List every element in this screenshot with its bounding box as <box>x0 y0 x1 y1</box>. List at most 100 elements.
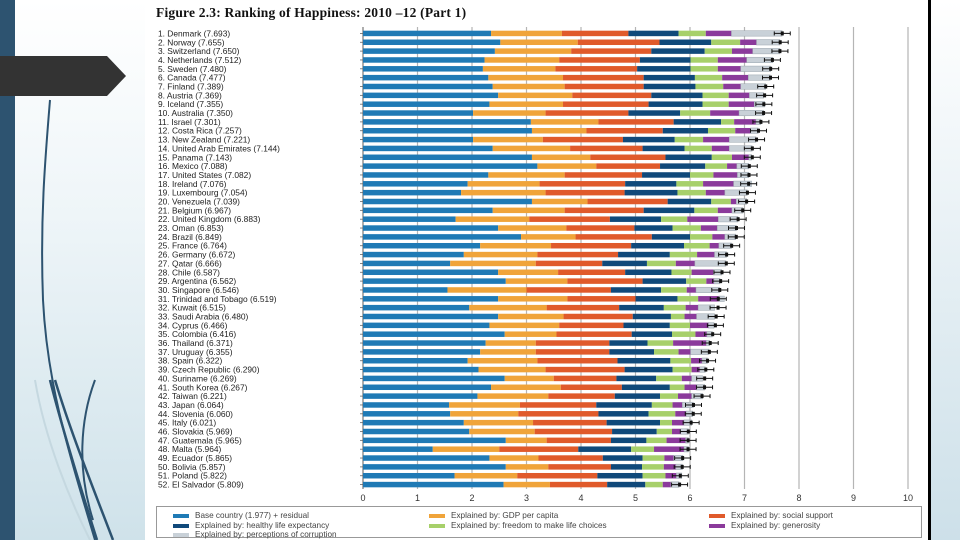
bar-segment-social <box>546 437 611 444</box>
bar-segment-health <box>628 110 681 116</box>
bar-segment-social <box>558 269 626 276</box>
bar-segment-generosity <box>687 216 719 222</box>
bar-segment-gdp <box>463 419 534 426</box>
bar-segment-base <box>363 331 505 337</box>
bar-segment-base <box>363 402 450 408</box>
legend-label: Explained by: GDP per capita <box>451 511 559 520</box>
bar-segment-freedom <box>694 207 718 214</box>
row-labels-layer: 1. Denmark (7.693)2. Norway (7.655)3. Sw… <box>158 28 280 489</box>
bar-segment-social <box>534 428 613 435</box>
bar-segment-gdp <box>492 83 565 90</box>
bar-segment-freedom <box>656 428 673 435</box>
country-label: 5. Sweden (7.480) <box>158 64 227 74</box>
bar-segment-base <box>363 472 455 479</box>
bar-segment-gdp <box>504 375 554 382</box>
bar-segment-freedom <box>702 92 729 99</box>
bar-segment-gdp <box>463 251 538 258</box>
score-marker <box>734 234 738 239</box>
bar-segment-health <box>596 402 652 408</box>
score-marker <box>747 172 751 177</box>
legend-label: Explained by: perceptions of corruption <box>195 530 337 539</box>
country-label: 44. Slovenia (6.060) <box>158 409 233 419</box>
bar-segment-generosity <box>672 428 681 435</box>
arrow-shape-icon <box>0 56 126 96</box>
bar-segment-social <box>553 375 617 382</box>
score-marker <box>686 438 690 443</box>
bar-segment-base <box>363 322 490 329</box>
score-marker <box>778 49 782 54</box>
country-label: 52. El Salvador (5.809) <box>158 480 244 490</box>
bar-segment-freedom <box>676 181 704 187</box>
bar-segment-generosity <box>705 189 725 196</box>
bar-segment-freedom <box>648 411 676 417</box>
country-label: 19. Luxembourg (7.054) <box>158 188 248 198</box>
bar-segment-base <box>363 269 499 276</box>
score-marker <box>700 394 704 399</box>
bar-segment-freedom <box>711 39 741 46</box>
bar-segment-health <box>623 322 670 329</box>
score-marker <box>745 199 749 204</box>
bar-segment-social <box>533 419 607 426</box>
bar-segment-base <box>363 57 485 63</box>
country-label: 47. Guatemala (5.965) <box>158 435 242 445</box>
bar-segment-gdp <box>450 260 536 267</box>
bar-segment-generosity <box>740 39 757 46</box>
bar-segment-freedom <box>702 101 729 107</box>
bar-segment-freedom <box>672 366 692 373</box>
bar-segment-freedom <box>694 74 723 81</box>
bar-segment-social <box>556 331 632 337</box>
bar-segment-generosity <box>710 110 740 116</box>
country-label: 13. New Zealand (7.221) <box>158 135 250 145</box>
bar-segment-base <box>363 481 504 488</box>
bar-segment-generosity <box>700 225 718 231</box>
bar-segment-base <box>363 154 532 161</box>
bar-segment-freedom <box>711 198 731 205</box>
bar-segment-generosity <box>691 366 700 373</box>
bar-segment-social <box>563 101 649 107</box>
country-label: 17. United States (7.082) <box>158 170 251 180</box>
bar-segment-generosity <box>728 92 750 99</box>
bar-segment-base <box>363 296 499 302</box>
x-tick-label: 2 <box>469 493 474 503</box>
legend-item-generosity: Explained by: generosity <box>709 521 820 530</box>
bar-segment-generosity <box>684 384 697 391</box>
bar-segment-freedom <box>711 154 732 161</box>
country-label: 14. United Arab Emirates (7.144) <box>158 143 280 153</box>
x-tick-label: 10 <box>903 493 913 503</box>
bar-segment-generosity <box>731 154 749 161</box>
bar-segment-health <box>667 198 712 205</box>
bar-segment-base <box>363 136 474 143</box>
score-marker <box>720 270 724 275</box>
country-label: 42. Taiwan (6.221) <box>158 391 227 401</box>
x-axis-ticks: 0 1 2 3 4 5 6 7 8 9 10 <box>360 493 913 503</box>
bar-segment-gdp <box>505 464 549 470</box>
bar-segment-freedom <box>674 136 704 143</box>
bar-segment-health <box>643 74 695 81</box>
bar-segment-social <box>560 384 622 391</box>
bar-segment-social <box>535 349 610 355</box>
bar-segment-health <box>662 127 708 134</box>
country-label: 9. Iceland (7.355) <box>158 99 223 109</box>
bar-segment-gdp <box>492 145 571 152</box>
bar-segment-social <box>567 296 636 302</box>
bar-segment-social <box>561 30 629 37</box>
bar-segment-health <box>597 472 643 479</box>
x-tick-label: 5 <box>633 493 638 503</box>
bar-segment-gdp <box>432 446 500 452</box>
bar-segment-generosity <box>690 322 709 329</box>
bar-segment-base <box>363 92 499 99</box>
bar-segment-social <box>538 455 603 461</box>
score-marker <box>678 482 682 487</box>
score-marker <box>762 102 766 107</box>
score-marker <box>769 66 773 71</box>
bar-segment-social <box>564 207 644 214</box>
bar-segment-health <box>631 331 673 337</box>
bar-segment-social <box>570 145 643 152</box>
country-label: 18. Ireland (7.076) <box>158 179 227 189</box>
bar-segment-freedom <box>647 340 674 346</box>
bar-segment-generosity <box>728 101 755 107</box>
bar-segment-freedom <box>690 66 718 72</box>
bar-segment-base <box>363 127 532 134</box>
bar-segment-social <box>526 287 611 293</box>
bar-segment-social <box>548 464 611 470</box>
